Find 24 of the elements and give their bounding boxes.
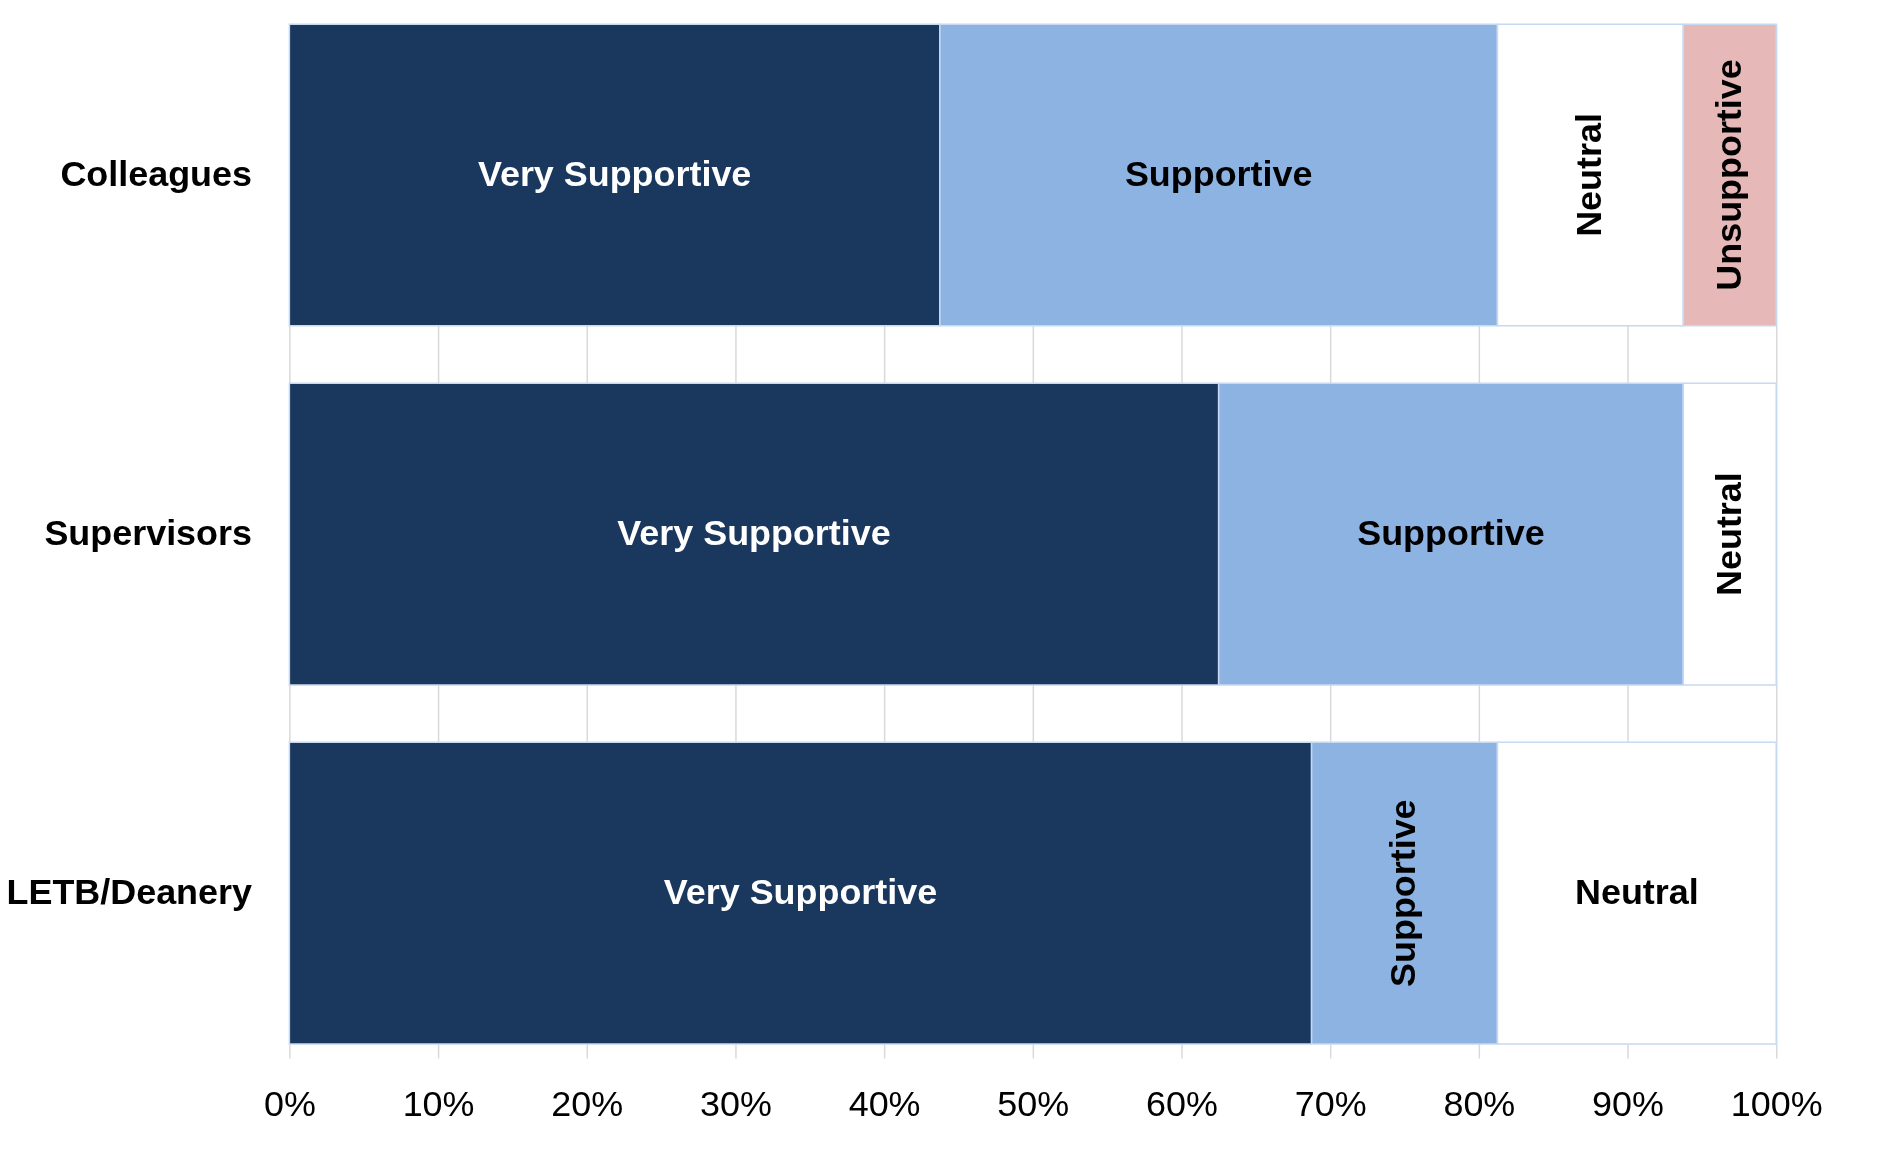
text: Neutral: [1574, 871, 1699, 913]
text: Supportive: [1357, 512, 1545, 554]
text: Supportive: [1124, 152, 1313, 194]
x-tick-label: 100%: [1730, 1083, 1823, 1125]
x-tick-label: 30%: [700, 1083, 772, 1125]
text: Very Supportive: [617, 512, 891, 554]
x-tick-label: 50%: [997, 1083, 1070, 1125]
x-tick-label: 70%: [1294, 1083, 1367, 1125]
y-tick-label: Colleagues: [60, 152, 252, 194]
text: Neutral: [1568, 113, 1610, 237]
series-label: Supportive: [1382, 799, 1424, 987]
text: Very Supportive: [477, 152, 752, 194]
x-tick-label: 90%: [1592, 1083, 1664, 1125]
series-label: Unsupportive: [1707, 59, 1749, 291]
x-tick-label: 10%: [402, 1083, 475, 1125]
y-tick-label: LETB/Deanery: [6, 871, 252, 913]
y-tick-label: Supervisors: [44, 512, 252, 554]
x-tick-label: 0%: [263, 1083, 316, 1125]
x-tick-label: 60%: [1146, 1083, 1218, 1125]
series-label: Neutral: [1707, 472, 1749, 596]
series-label: Very Supportive: [663, 871, 938, 913]
x-tick-label: 20%: [551, 1083, 624, 1125]
x-tick-label: 80%: [1443, 1083, 1516, 1125]
x-tick-label: 40%: [848, 1083, 921, 1125]
